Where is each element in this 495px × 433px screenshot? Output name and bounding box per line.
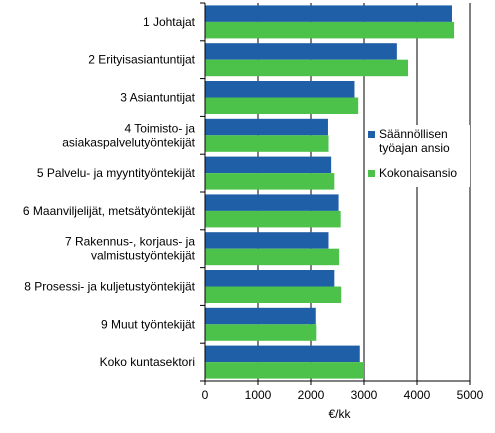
legend-background [365,125,470,187]
bar-series1-cat8 [205,270,335,287]
legend-label: työajan ansio [379,141,450,155]
bar-series2-cat6 [205,210,341,228]
x-tick-labels: 0 1000 2000 3000 4000 5000 [202,388,484,402]
category-labels: 1 Johtajat 2 Erityisasiantuntijat 3 Asiant… [23,15,196,369]
bar-series1-cat6 [205,194,339,211]
bar-series1-cat10 [205,345,360,363]
bars [205,5,455,379]
category-label: 1 Johtajat [143,15,196,29]
category-label: 8 Prosessi- ja kuljetustyöntekijät [24,280,195,294]
category-label: asiakaspalvelutyöntekijät [62,135,195,149]
x-axis-title: €/kk [328,407,351,421]
bar-series2-cat4 [205,135,329,152]
category-label: Koko kuntasektori [100,355,195,369]
x-tick-label: 2000 [298,388,325,402]
bar-series2-cat5 [205,173,335,190]
bar-series2-cat8 [205,286,342,303]
bar-series2-cat10 [205,362,364,379]
bar-series1-cat2 [205,43,397,60]
category-label: 6 Maanviljelijät, metsätyöntekijät [23,204,196,218]
x-tick-label: 3000 [351,388,378,402]
bar-series2-cat1 [205,21,455,39]
category-label: 4 Toimisto- ja [125,121,196,135]
category-label: 9 Muut työntekijät [101,317,196,331]
bar-series1-cat4 [205,118,328,136]
bar-series1-cat9 [205,307,316,325]
x-tick-label: 4000 [404,388,431,402]
x-tick-label: 1000 [245,388,272,402]
x-tick-label: 0 [202,388,209,402]
category-label: valmistustyöntekijät [91,249,196,263]
category-label: 7 Rakennus-, korjaus- ja [65,235,195,249]
bar-series2-cat7 [205,248,340,266]
legend-swatch [368,170,375,177]
bar-series2-cat3 [205,97,359,114]
legend-label: Säännöllisen [379,127,448,141]
legend-label: Kokonaisansio [379,166,457,180]
bar-series1-cat1 [205,5,452,22]
bar-series1-cat5 [205,156,332,174]
bar-series1-cat3 [205,81,355,98]
legend-swatch [368,131,375,138]
category-label: 2 Erityisasiantuntijat [88,53,195,67]
category-label: 5 Palvelu- ja myyntityöntekijät [37,166,196,180]
category-label: 3 Asiantuntijat [120,91,195,105]
axes [200,2,471,385]
bar-series1-cat7 [205,232,329,249]
bar-series2-cat2 [205,59,408,77]
bar-series2-cat9 [205,324,317,341]
x-tick-label: 5000 [457,388,484,402]
